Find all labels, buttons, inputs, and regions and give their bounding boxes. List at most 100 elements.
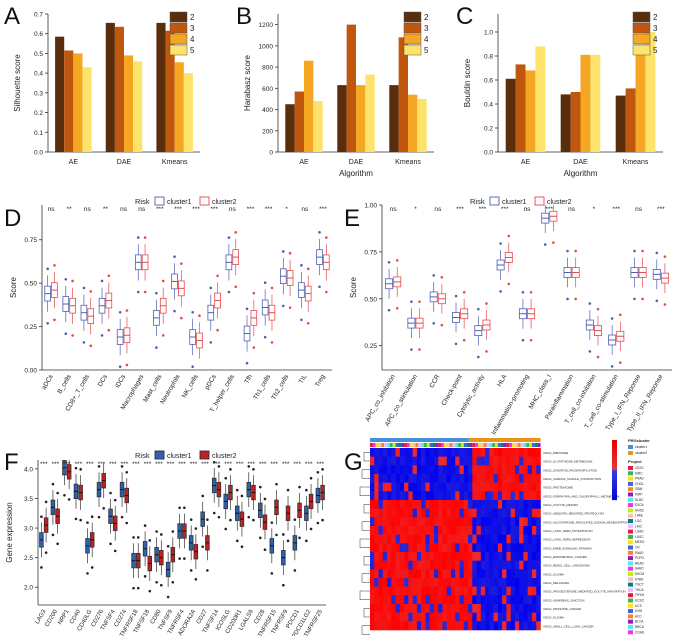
heat-cell <box>404 552 409 561</box>
heat-cell <box>506 543 511 553</box>
heat-cell <box>476 456 482 466</box>
project-label-COAD: COAD <box>635 630 645 634</box>
outlier-Type_I_IFN_Reponse-1 <box>633 297 636 301</box>
bar-AE-2 <box>505 78 516 152</box>
heat-cell <box>514 534 520 544</box>
annotation-project-cell <box>421 443 424 447</box>
dendrogram-branch <box>359 486 370 496</box>
heat-cell <box>531 517 537 527</box>
outlier-Tfh-2 <box>252 291 256 295</box>
y-tick-label: 1.00 <box>364 203 377 210</box>
heat-cell <box>459 612 465 622</box>
legend-swatch-cluster1 <box>628 445 633 449</box>
annotation-project-cell <box>438 443 442 447</box>
heat-cell <box>510 586 516 596</box>
heat-cell <box>370 517 375 527</box>
heat-cell <box>476 560 482 570</box>
heat-cell <box>421 508 426 518</box>
heat-cell <box>382 569 388 579</box>
heat-cell <box>476 448 482 457</box>
scale-cell <box>612 460 617 463</box>
heat-cell <box>399 491 405 501</box>
annotation-project-cell <box>514 443 518 447</box>
heat-cell <box>412 474 418 483</box>
legend-swatch-4 <box>169 33 188 45</box>
heat-cell <box>387 578 392 587</box>
heat-cell <box>455 621 460 631</box>
heat-cell <box>408 465 413 475</box>
outlier-CD28-1 <box>258 536 262 540</box>
heat-cell <box>472 482 477 492</box>
heat-cell <box>536 526 541 535</box>
heat-cell <box>378 552 384 561</box>
heat-cell <box>476 604 482 613</box>
heat-cell <box>425 474 430 483</box>
heat-row-label: KEGG_PROGESTERONE_MEDIATED_OOCYTE_MATURA… <box>544 590 626 594</box>
x-tick-label: DAE <box>349 159 364 166</box>
heat-cell <box>476 526 482 535</box>
heat-cell <box>438 482 443 492</box>
sig-label-CD27: *** <box>201 461 209 468</box>
y-tick-label: 0.2 <box>34 110 43 117</box>
outlier-Inflammation-promoting-1 <box>521 338 525 342</box>
heat-cell <box>374 526 379 535</box>
legend-label-3: 3 <box>190 24 195 33</box>
outlier-TNFSF4-1 <box>109 491 112 495</box>
heat-cell <box>536 448 541 457</box>
legend-swatch-cluster1 <box>154 450 165 460</box>
heat-cell <box>480 578 486 587</box>
sig-label-Treg: *** <box>319 206 327 213</box>
project-label-BRCA: BRCA <box>635 625 645 629</box>
heat-cell <box>531 586 537 596</box>
annotation-project-cell <box>381 443 385 447</box>
heat-cell <box>531 526 537 535</box>
heat-cell <box>497 612 503 622</box>
heat-cell <box>370 448 375 457</box>
heat-cell <box>472 456 477 466</box>
heat-cell <box>370 543 375 553</box>
outlier-T_cell_co-stimulation-2 <box>619 313 622 317</box>
heat-cell <box>450 586 456 596</box>
project-label-UVM: UVM <box>635 609 642 613</box>
outlier-ICOSLG-2 <box>229 468 232 471</box>
heat-cell <box>382 543 388 553</box>
heat-cell <box>531 612 537 622</box>
heat-cell <box>485 500 490 509</box>
heat-cell <box>463 517 469 527</box>
heat-cell <box>416 482 422 492</box>
heat-cell <box>438 508 443 518</box>
outlier-Macrophages-2 <box>143 236 147 239</box>
scale-cell <box>612 468 617 471</box>
heat-cell <box>531 569 537 579</box>
heat-cell <box>370 578 375 587</box>
heat-cell <box>408 448 413 457</box>
heat-cell <box>476 500 482 509</box>
annotation-project-cell <box>463 443 467 447</box>
outlier-CD200R1-2 <box>240 545 244 549</box>
heat-cell <box>536 474 541 483</box>
heat-cell <box>463 543 469 553</box>
sig-label-TNFSF18: *** <box>144 461 152 468</box>
outlier-Th2_cells-2 <box>288 306 292 309</box>
y-tick-label: 1.0 <box>484 30 493 37</box>
outlier-APC_co_stimulation-1 <box>410 300 413 303</box>
heat-cell <box>374 491 379 501</box>
scale-cell <box>612 478 617 481</box>
x-tick-label: Kmeans <box>623 159 649 166</box>
heat-row-label: KEGG_PORPHYRIN_AND_CHLOROPHYLL_METABOLIS… <box>544 494 620 498</box>
heat-cell <box>459 595 465 605</box>
dendrogram-branch <box>363 556 370 566</box>
outlier-Parainflammation-1 <box>566 297 569 301</box>
legend-label-5: 5 <box>190 46 195 55</box>
heat-cell <box>370 534 375 544</box>
heat-cell <box>506 586 511 596</box>
sig-label-LGALS9: *** <box>247 461 255 468</box>
heat-cell <box>446 552 452 561</box>
heat-cell <box>519 482 524 492</box>
heat-cell <box>382 448 388 457</box>
heat-cell <box>433 595 439 605</box>
annotation-project-cell <box>449 443 453 447</box>
heat-cell <box>489 482 494 492</box>
outlier-Check-point-2 <box>462 338 466 342</box>
heat-cell <box>370 552 375 561</box>
